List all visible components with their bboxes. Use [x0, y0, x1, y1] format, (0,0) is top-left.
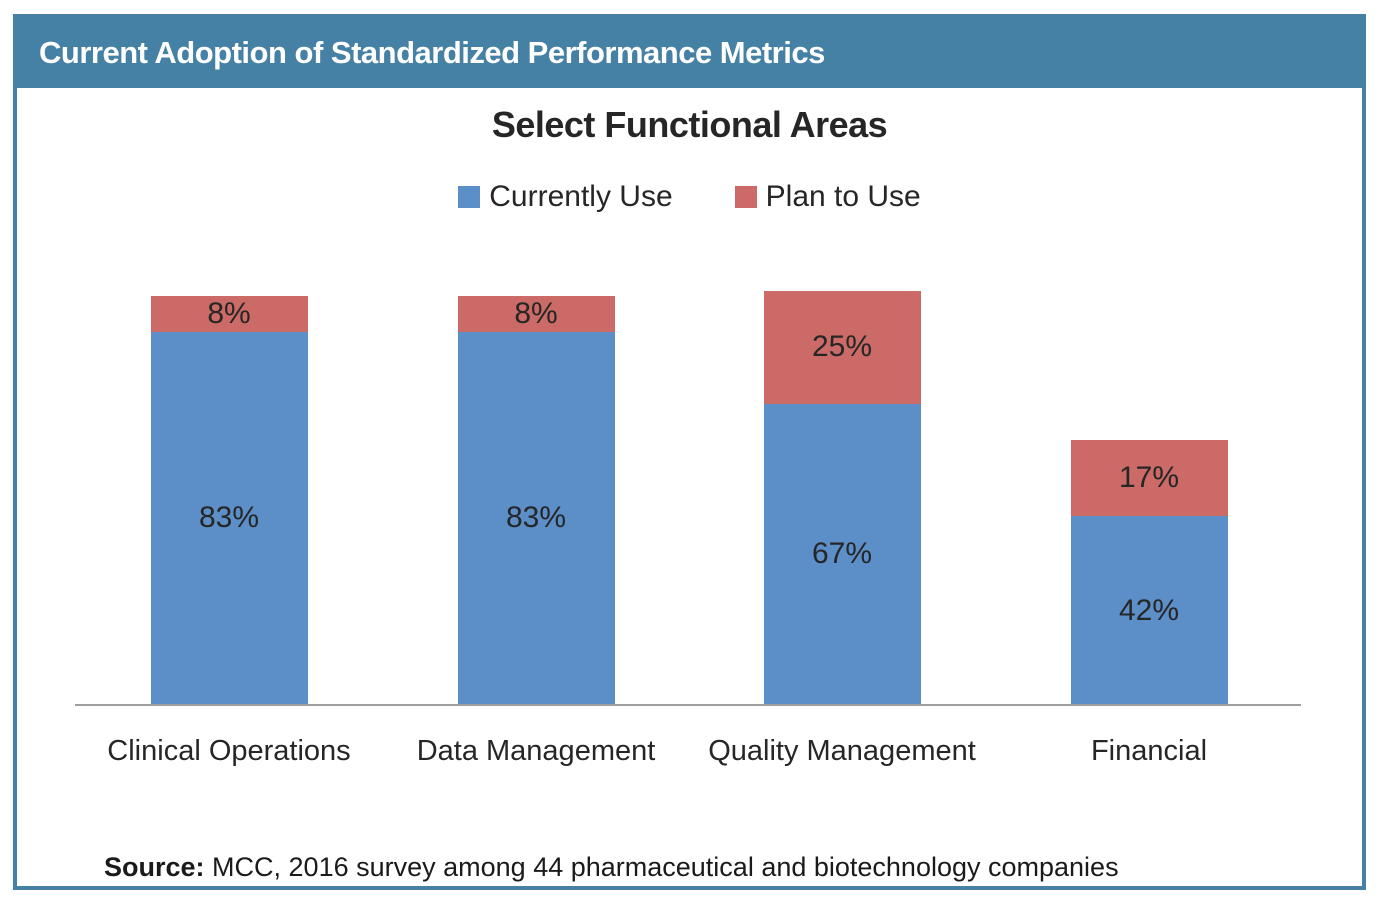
legend: Currently Use Plan to Use	[17, 180, 1362, 214]
value-label: 67%	[811, 537, 873, 571]
value-label: 8%	[207, 296, 251, 330]
value-label: 83%	[198, 501, 260, 535]
value-label: 8%	[514, 296, 558, 330]
value-label: 42%	[1118, 593, 1180, 627]
bar-data-management: 83% 8%	[457, 88, 615, 705]
source-text: MCC, 2016 survey among 44 pharmaceutical…	[204, 852, 1119, 882]
category-label-clinical-operations: Clinical Operations	[107, 735, 351, 767]
segment-plan-to-use: 8%	[457, 295, 615, 332]
legend-label: Plan to Use	[765, 180, 921, 213]
chart-content: Select Functional Areas Currently Use Pl…	[17, 88, 1362, 886]
currently-use-swatch-icon	[458, 186, 481, 208]
category-label-data-management: Data Management	[416, 735, 656, 767]
value-label: 25%	[811, 330, 873, 364]
segment-currently-use: 83%	[150, 331, 308, 705]
segment-currently-use: 42%	[1070, 516, 1228, 705]
value-label: 17%	[1118, 460, 1180, 494]
category-label-quality-management: Quality Management	[708, 735, 976, 767]
segment-currently-use: 83%	[457, 331, 615, 705]
segment-currently-use: 67%	[763, 403, 921, 705]
page-title: Current Adoption of Standardized Perform…	[39, 35, 825, 70]
plot-area: 83% 8% 83% 8% 67% 25% 42% 17%	[17, 88, 1362, 705]
source-label: Source:	[104, 852, 205, 882]
value-label: 83%	[505, 501, 567, 535]
segment-plan-to-use: 8%	[150, 295, 308, 332]
bar-clinical-operations: 83% 8%	[150, 88, 308, 705]
header-bar: Current Adoption of Standardized Perform…	[17, 18, 1362, 88]
chart-frame: Current Adoption of Standardized Perform…	[13, 14, 1366, 890]
plan-to-use-swatch-icon	[734, 186, 757, 208]
x-axis-line	[75, 704, 1301, 706]
legend-item-plan-to-use: Plan to Use	[734, 180, 921, 214]
legend-label: Currently Use	[489, 180, 673, 213]
segment-plan-to-use: 25%	[763, 291, 921, 404]
bar-financial: 42% 17%	[1070, 88, 1228, 705]
chart-title: Select Functional Areas	[491, 104, 888, 145]
legend-item-currently-use: Currently Use	[458, 180, 673, 214]
source-note: Source: MCC, 2016 survey among 44 pharma…	[59, 821, 1119, 914]
segment-plan-to-use: 17%	[1070, 439, 1228, 516]
bar-quality-management: 67% 25%	[763, 88, 921, 705]
category-label-financial: Financial	[1090, 735, 1208, 767]
